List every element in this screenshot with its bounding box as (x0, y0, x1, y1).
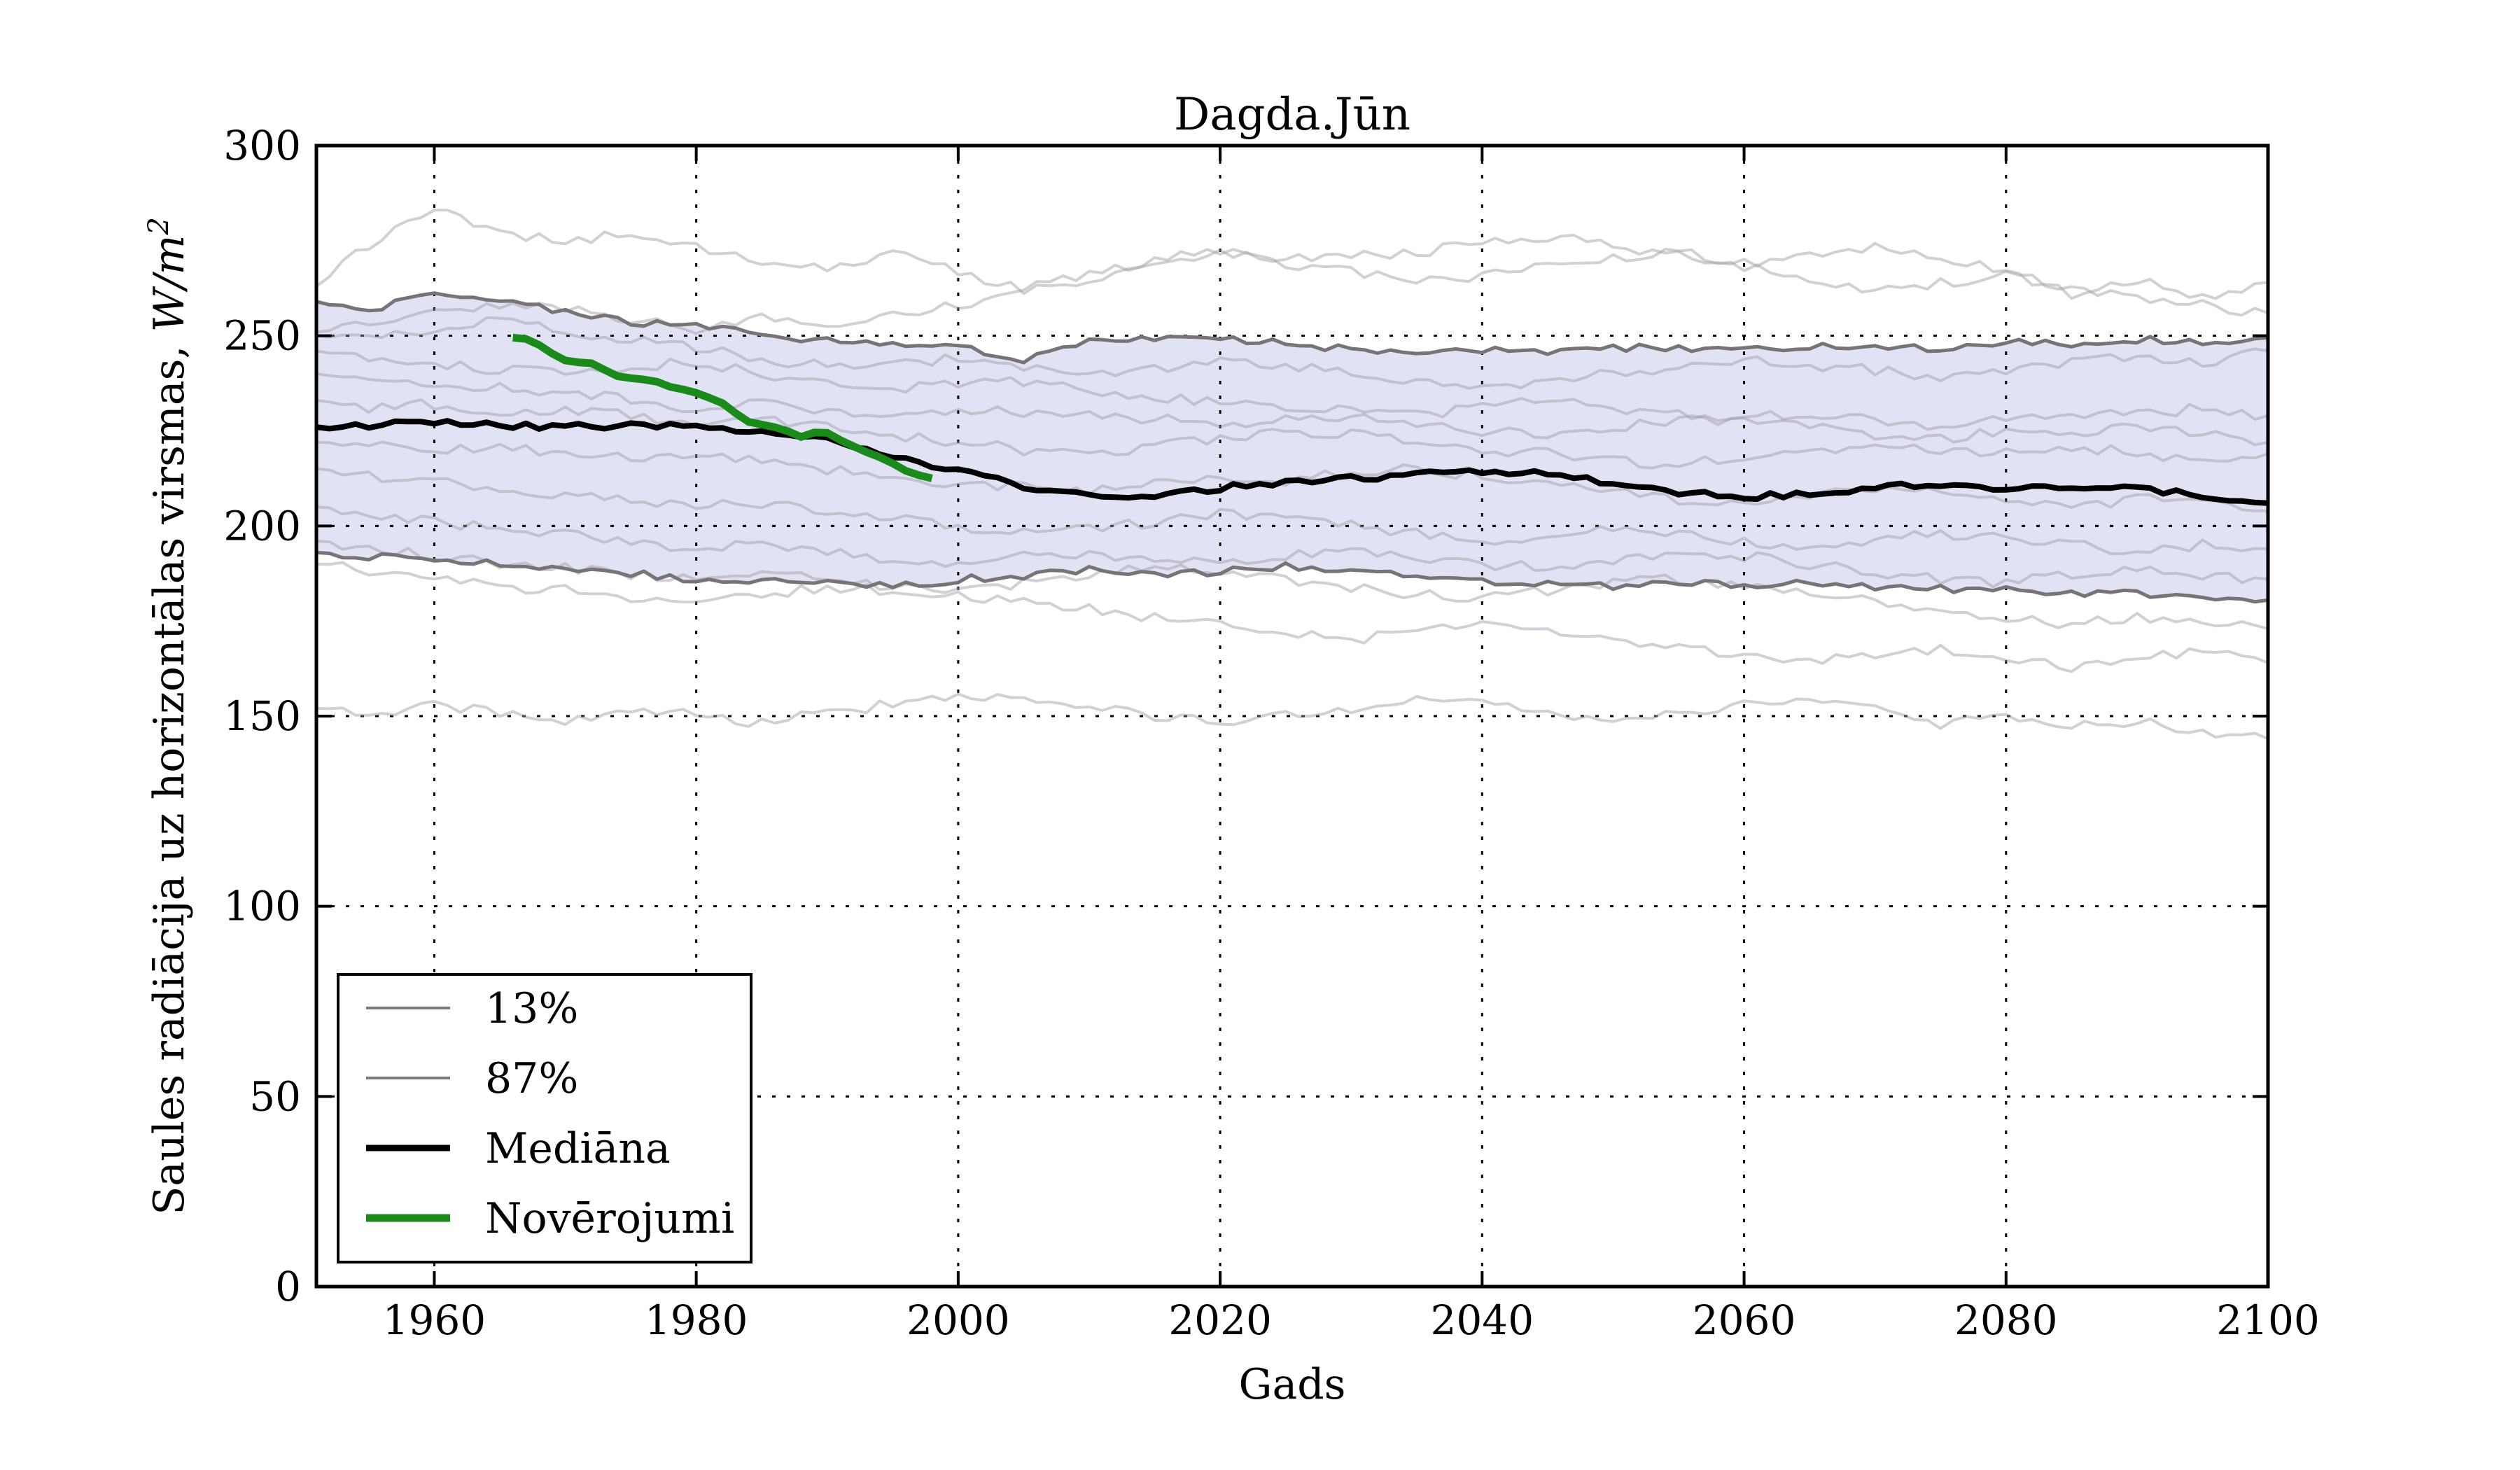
y-tick-label-100: 100 (223, 883, 301, 930)
y-tick-label-0: 0 (275, 1263, 301, 1310)
x-tick-label-2040: 2040 (1431, 1296, 1534, 1344)
band-fill-13-87 (316, 293, 2268, 602)
legend-label-1: 13% (485, 984, 578, 1033)
x-tick-label-2100: 2100 (2216, 1296, 2320, 1344)
percentile-13-line (316, 550, 2268, 604)
median-line (316, 418, 2268, 506)
legend: 13% 87% Mediāna Novērojumi (337, 973, 752, 1264)
y-tick-label-50: 50 (249, 1072, 301, 1120)
x-axis-label: Gads (1239, 1360, 1346, 1409)
ensemble-line-4 (316, 349, 2268, 431)
legend-label-4: Novērojumi (485, 1194, 734, 1243)
ensemble-line-3 (316, 316, 2268, 390)
ensemble-line-9 (316, 505, 2268, 589)
tick-labels: 1960 1980 2000 2020 2040 2060 2080 2100 0 50 100 15… (223, 122, 2320, 1344)
chart-title: Dagda.Jūn (1174, 89, 1410, 141)
x-tick-label-2060: 2060 (1693, 1296, 1796, 1344)
ensemble-line-2 (316, 247, 2268, 335)
x-tick-label-1980: 1980 (645, 1296, 748, 1344)
legend-label-2: 87% (485, 1054, 578, 1103)
y-tick-label-300: 300 (223, 122, 301, 169)
y-axis-label: Saules radiācija uz horizontālas virsmas… (143, 217, 194, 1215)
percentile-87-line (316, 291, 2268, 365)
ensemble-line-11 (316, 561, 2268, 673)
axes (314, 144, 2270, 1289)
y-tick-label-200: 200 (223, 502, 301, 550)
uncertainty-band (316, 293, 2268, 602)
ensemble-line-5 (316, 372, 2268, 447)
x-tick-label-2000: 2000 (906, 1296, 1010, 1344)
y-tick-label-250: 250 (223, 312, 301, 360)
observations-line (512, 333, 933, 482)
x-tick-label-2020: 2020 (1168, 1296, 1272, 1344)
x-tick-label-2080: 2080 (1954, 1296, 2058, 1344)
legend-label-3: Mediāna (485, 1124, 671, 1173)
data-series (316, 209, 2268, 741)
ensemble-line-8 (316, 467, 2268, 556)
ensemble-line-1 (316, 209, 2268, 300)
ensemble-line-6 (316, 398, 2268, 470)
x-tick-label-1960: 1960 (383, 1296, 486, 1344)
ensemble-line-12 (316, 692, 2268, 741)
y-tick-label-150: 150 (223, 692, 301, 740)
